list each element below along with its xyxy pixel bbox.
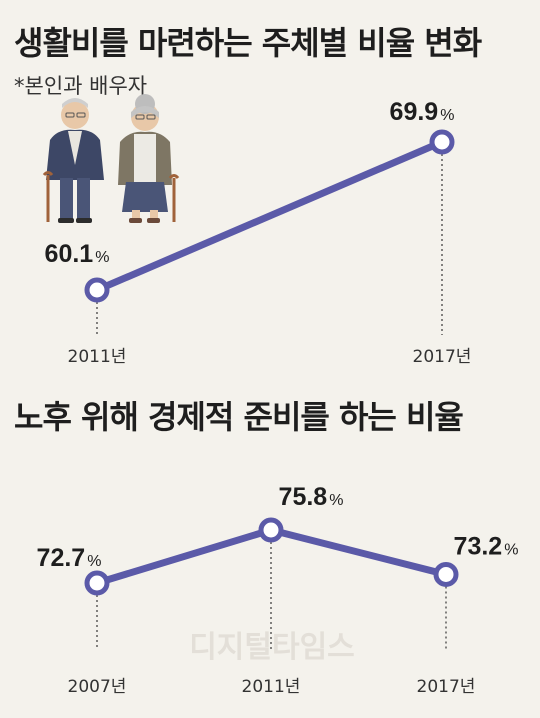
chart2-plot: 72.7 % 75.8 % 73.2 % 2007년 2011년 2017년 <box>37 483 519 697</box>
x-tick-label: 2017년 <box>413 347 472 367</box>
data-label: 69.9% <box>390 98 455 126</box>
grandfather-figure <box>42 98 104 223</box>
data-label: 60.1% <box>45 240 110 268</box>
data-label: 72.7% <box>37 544 102 572</box>
chart1-plot: 60.1 % 69.9 % 2011년 2017년 <box>45 98 472 367</box>
data-label: 75.8% <box>279 483 344 511</box>
data-point <box>84 570 110 596</box>
chart2-title: 노후 위해 경제적 준비를 하는 비율 <box>14 398 464 436</box>
x-tick-label: 2007년 <box>68 677 127 697</box>
data-point <box>433 561 459 587</box>
x-tick-label: 2011년 <box>242 677 301 697</box>
elderly-couple-illustration <box>42 94 180 223</box>
data-point <box>258 517 284 543</box>
x-tick-label: 2017년 <box>417 677 476 697</box>
chart1-title: 생활비를 마련하는 주체별 비율 변화 <box>14 24 482 62</box>
watermark: 디지털타임스 <box>189 630 355 665</box>
data-point <box>84 277 110 303</box>
grandmother-figure <box>118 94 180 223</box>
chart1-note: *본인과 배우자 <box>14 74 148 98</box>
data-label: 73.2% <box>454 532 519 560</box>
data-point <box>429 129 455 155</box>
x-tick-label: 2011년 <box>68 347 127 367</box>
series-line <box>95 138 444 294</box>
